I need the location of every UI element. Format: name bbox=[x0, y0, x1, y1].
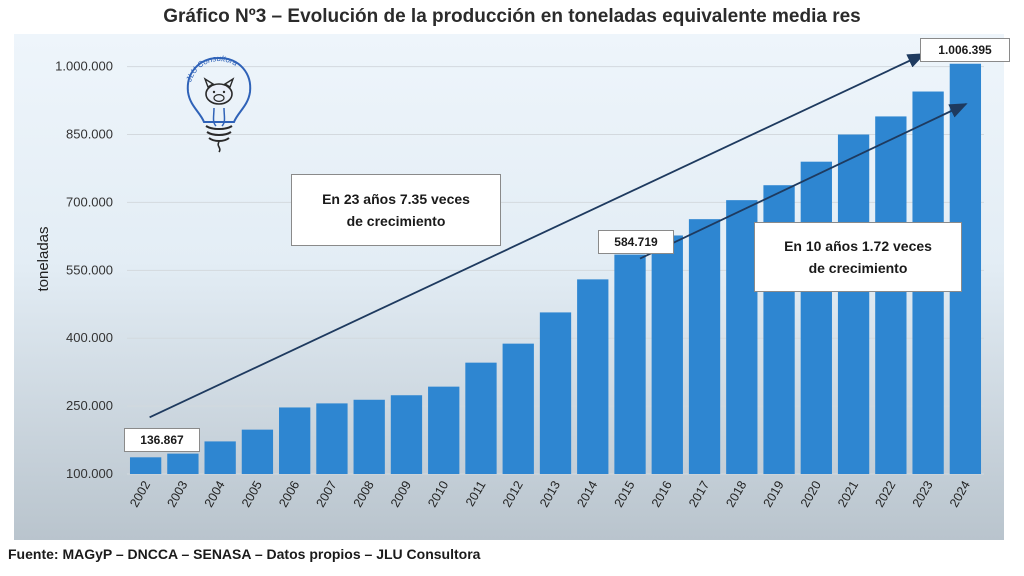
annotation-10-years-line2: de crecimiento bbox=[808, 260, 908, 276]
bar-2020 bbox=[800, 161, 832, 474]
x-tick-label-2021: 2021 bbox=[835, 478, 861, 509]
bar-2012 bbox=[502, 343, 534, 474]
bar-2005 bbox=[241, 429, 274, 474]
bar-2004 bbox=[204, 441, 236, 474]
x-tick-label-2013: 2013 bbox=[537, 478, 563, 509]
bar-2008 bbox=[353, 399, 385, 474]
bar-2010 bbox=[428, 386, 460, 474]
lightbulb-pig-logo-icon: JLU Consultora bbox=[184, 54, 252, 153]
x-tick-label-2005: 2005 bbox=[239, 478, 265, 509]
annotation-23-years-line2: de crecimiento bbox=[346, 213, 446, 229]
annotation-box-10-years: En 10 años 1.72 veces de crecimiento bbox=[754, 222, 962, 292]
bar-2003 bbox=[167, 453, 199, 474]
y-tick-label: 700.000 bbox=[66, 194, 113, 209]
annotation-box-23-years: En 23 años 7.35 veces de crecimiento bbox=[291, 174, 501, 246]
x-tick-label-2023: 2023 bbox=[910, 478, 936, 509]
x-tick-label-2018: 2018 bbox=[723, 478, 749, 509]
bar-2006 bbox=[279, 407, 311, 474]
x-tick-label-2002: 2002 bbox=[127, 478, 153, 509]
bar-2017 bbox=[688, 219, 721, 474]
bar-2015 bbox=[614, 254, 646, 474]
x-tick-label-2015: 2015 bbox=[612, 478, 638, 509]
trend-arrow-10-years bbox=[639, 103, 968, 260]
annotation-23-years-line1: En 23 años 7.35 veces bbox=[322, 191, 470, 207]
value-label-2024: 1.006.395 bbox=[920, 38, 1010, 62]
x-tick-label-2020: 2020 bbox=[798, 478, 824, 509]
y-tick-label: 550.000 bbox=[66, 262, 113, 277]
x-tick-label-2017: 2017 bbox=[686, 478, 712, 509]
bar-chart: 100.000 250.000 400.000 550.000 700.000 850.0… bbox=[35, 53, 984, 510]
x-tick-label-2004: 2004 bbox=[202, 478, 228, 509]
y-tick-label: 1.000.000 bbox=[55, 59, 113, 74]
y-tick-label: 100.000 bbox=[66, 466, 113, 481]
x-tick-label-2014: 2014 bbox=[574, 478, 600, 509]
bar-2021 bbox=[837, 134, 870, 474]
value-label-2015: 584.719 bbox=[598, 230, 674, 254]
x-tick-label-2009: 2009 bbox=[388, 478, 414, 509]
bar-2014 bbox=[577, 279, 609, 474]
y-tick-label: 850.000 bbox=[66, 127, 113, 142]
y-axis-title: toneladas bbox=[35, 226, 52, 291]
x-tick-label-2007: 2007 bbox=[314, 478, 340, 509]
annotation-10-years-line1: En 10 años 1.72 veces bbox=[784, 238, 932, 254]
source-note: Fuente: MAGyP – DNCCA – SENASA – Datos p… bbox=[8, 546, 481, 562]
bar-2007 bbox=[316, 403, 348, 474]
x-tick-label-2010: 2010 bbox=[425, 478, 451, 509]
y-tick-label: 400.000 bbox=[66, 330, 113, 345]
y-tick-label: 250.000 bbox=[66, 398, 113, 413]
bar-2022 bbox=[875, 116, 907, 474]
x-tick-label-2006: 2006 bbox=[276, 478, 302, 509]
x-tick-label-2016: 2016 bbox=[649, 478, 675, 509]
x-tick-label-2008: 2008 bbox=[351, 478, 377, 509]
bar-2009 bbox=[390, 395, 423, 474]
bar-2011 bbox=[465, 362, 497, 474]
bar-2002 bbox=[129, 457, 162, 474]
bar-2013 bbox=[539, 312, 572, 474]
x-tick-label-2003: 2003 bbox=[164, 478, 190, 509]
value-label-2002: 136.867 bbox=[124, 428, 200, 452]
x-tick-label-2019: 2019 bbox=[761, 478, 787, 509]
x-tick-label-2011: 2011 bbox=[463, 478, 489, 508]
chart-panel: 100.000 250.000 400.000 550.000 700.000 850.0… bbox=[14, 34, 1010, 540]
logo: JLU Consultora bbox=[176, 46, 262, 154]
bar-2018 bbox=[726, 200, 758, 474]
trend-arrow-23-years bbox=[149, 53, 926, 419]
chart-title: Gráfico Nº3 – Evolución de la producción… bbox=[163, 6, 861, 27]
bar-2016 bbox=[651, 235, 683, 474]
x-tick-label-2022: 2022 bbox=[872, 478, 898, 509]
x-tick-label-2024: 2024 bbox=[947, 478, 973, 509]
x-tick-label-2012: 2012 bbox=[500, 478, 526, 509]
